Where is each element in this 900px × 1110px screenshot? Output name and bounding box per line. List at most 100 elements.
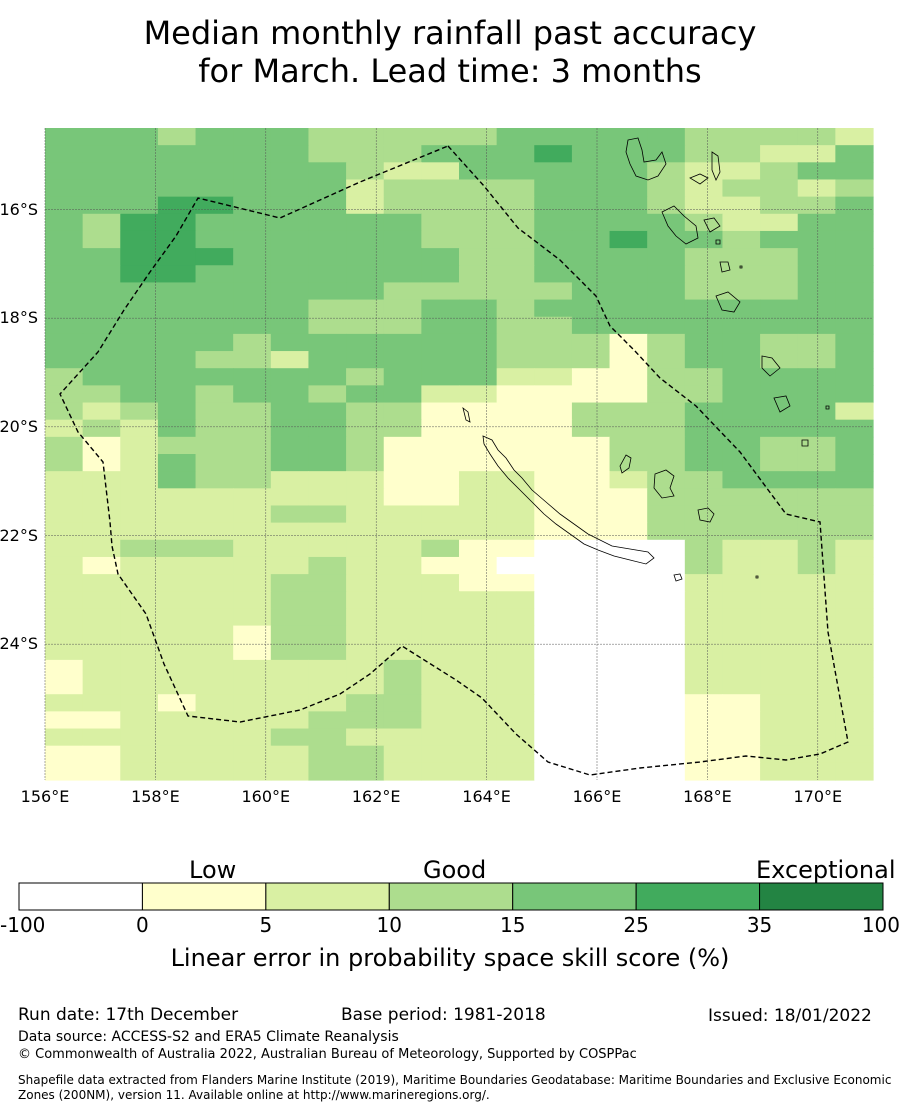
grid-cell — [383, 608, 422, 627]
grid-cell — [233, 230, 272, 249]
grid-cell — [835, 248, 874, 266]
grid-cell — [346, 556, 385, 575]
grid-cell — [609, 762, 648, 781]
grid-cell — [45, 659, 84, 678]
grid-cell — [346, 745, 385, 764]
grid-cell — [421, 745, 460, 764]
grid-cell — [421, 505, 460, 524]
grid-cell — [120, 762, 159, 781]
grid-cell — [195, 591, 234, 610]
grid-cell — [760, 385, 799, 404]
grid-cell — [233, 608, 272, 627]
grid-cell — [609, 436, 648, 455]
grid-cell — [45, 677, 84, 695]
grid-cell — [797, 762, 836, 781]
grid-cell — [571, 539, 611, 558]
grid-cell — [609, 145, 648, 163]
grid-cell — [120, 539, 159, 558]
grid-cell — [459, 711, 498, 730]
grid-cell — [760, 128, 799, 146]
grid-cell — [797, 488, 836, 507]
grid-cell — [45, 179, 84, 198]
grid-cell — [233, 556, 272, 575]
grid-cell — [195, 539, 234, 558]
grid-cell — [835, 419, 874, 438]
grid-cell — [120, 694, 159, 712]
grid-cell — [835, 333, 874, 352]
grid-cell — [797, 265, 836, 284]
grid-cell — [383, 299, 422, 318]
grid-cell — [195, 745, 234, 764]
grid-cell — [270, 522, 310, 541]
colorbar-segment — [265, 882, 390, 911]
grid-cell — [459, 694, 498, 712]
grid-cell — [308, 145, 347, 163]
grid-cell — [157, 213, 197, 232]
grid-cell — [82, 745, 121, 764]
grid-cell — [534, 351, 573, 369]
grid-cell — [797, 574, 836, 592]
grid-cell — [45, 196, 84, 215]
grid-cell — [571, 745, 611, 764]
grid-cell — [835, 282, 874, 301]
grid-cell — [346, 282, 385, 301]
grid-cell — [722, 556, 761, 575]
grid-cell — [195, 471, 234, 489]
grid-cell — [459, 488, 498, 507]
grid-cell — [534, 677, 573, 695]
grid-cell — [120, 402, 159, 421]
grid-cell — [421, 333, 460, 352]
grid-cell — [797, 316, 836, 335]
grid-cell — [760, 333, 799, 352]
grid-cell — [835, 265, 874, 284]
grid-cell — [157, 299, 197, 318]
grid-cell — [195, 316, 234, 335]
colorbar-tick-label: -100 — [0, 913, 46, 937]
grid-cell — [496, 299, 535, 318]
grid-cell — [496, 659, 535, 678]
grid-cell — [835, 677, 874, 695]
grid-cell — [496, 248, 535, 266]
grid-cell — [270, 213, 310, 232]
grid-cell — [684, 677, 724, 695]
grid-cell — [684, 574, 724, 592]
grid-cell — [609, 711, 648, 730]
grid-cell — [496, 591, 535, 610]
grid-cell — [120, 385, 159, 404]
grid-cell — [383, 196, 422, 215]
grid-cell — [722, 677, 761, 695]
grid-cell — [571, 625, 611, 644]
grid-cell — [571, 471, 611, 489]
skill-grid — [45, 128, 874, 781]
grid-cell — [571, 488, 611, 507]
grid-cell — [45, 694, 84, 712]
grid-cell — [797, 419, 836, 438]
grid-cell — [157, 316, 197, 335]
grid-cell — [571, 505, 611, 524]
grid-cell — [571, 608, 611, 627]
grid-cell — [270, 677, 310, 695]
grid-cell — [609, 248, 648, 266]
grid-cell — [684, 745, 724, 764]
grid-cell — [459, 248, 498, 266]
grid-cell — [534, 608, 573, 627]
grid-cell — [421, 145, 460, 163]
grid-cell — [722, 162, 761, 181]
grid-cell — [496, 488, 535, 507]
grid-cell — [346, 762, 385, 781]
category-exceptional: Exceptional — [756, 856, 896, 884]
grid-cell — [45, 402, 84, 421]
grid-cell — [722, 333, 761, 352]
grid-cell — [82, 179, 121, 198]
grid-cell — [496, 196, 535, 215]
grid-cell — [760, 265, 799, 284]
grid-cell — [82, 368, 121, 386]
grid-cell — [308, 642, 347, 661]
grid-cell — [383, 728, 422, 747]
grid-cell — [496, 419, 535, 438]
grid-cell — [270, 385, 310, 404]
grid-cell — [82, 196, 121, 215]
grid-cell — [308, 436, 347, 455]
grid-cell — [760, 436, 799, 455]
title-line-2: for March. Lead time: 3 months — [198, 52, 702, 90]
